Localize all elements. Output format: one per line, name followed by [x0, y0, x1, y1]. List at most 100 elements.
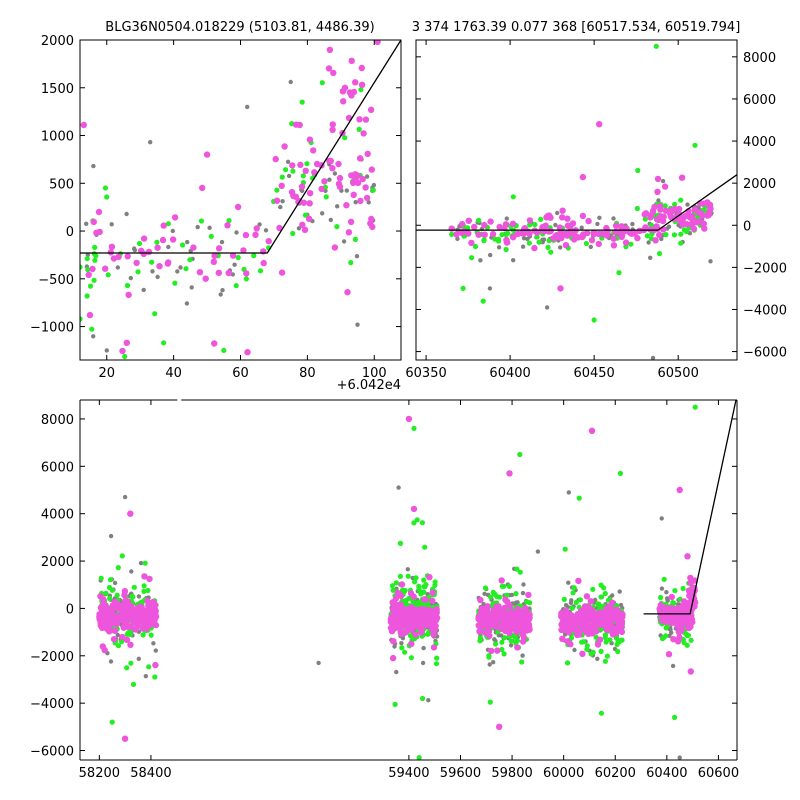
data-point	[538, 216, 544, 222]
y-tick-label: 4000	[743, 135, 776, 150]
data-point	[85, 271, 92, 278]
data-point	[165, 221, 171, 227]
data-point	[678, 197, 684, 203]
data-point	[501, 651, 507, 657]
model-line	[80, 40, 401, 254]
data-point	[579, 609, 586, 616]
data-point	[362, 116, 370, 123]
data-point	[598, 582, 604, 588]
data-point	[468, 239, 475, 247]
data-point	[591, 317, 597, 323]
data-point	[104, 348, 110, 353]
data-point	[519, 638, 527, 645]
y-tick-label: 6000	[743, 93, 776, 108]
data-point	[479, 619, 486, 626]
y-tick-label: 1000	[41, 130, 74, 145]
data-point	[399, 641, 404, 646]
data-point	[128, 603, 135, 610]
data-point	[329, 126, 336, 133]
axes-frame	[415, 39, 738, 361]
data-point	[594, 641, 602, 648]
data-point	[302, 167, 309, 174]
data-point	[100, 596, 107, 603]
data-point	[493, 641, 499, 647]
data-point	[544, 212, 552, 219]
data-point	[582, 620, 589, 627]
data-point	[257, 222, 262, 227]
data-point	[109, 719, 115, 725]
data-point	[602, 590, 608, 597]
data-point	[605, 622, 612, 629]
plot-area	[96, 400, 737, 760]
data-point	[109, 617, 116, 625]
data-point	[486, 654, 492, 660]
data-point	[229, 252, 237, 259]
data-point	[583, 229, 591, 237]
data-point	[278, 204, 283, 210]
y-tick-label: −2000	[743, 261, 787, 276]
data-point	[602, 634, 608, 641]
data-point	[410, 505, 418, 513]
data-point	[649, 208, 657, 215]
y-tick-label: 1500	[41, 82, 74, 97]
data-point	[125, 291, 132, 299]
data-point	[559, 214, 566, 221]
data-point	[449, 231, 455, 237]
data-point	[421, 584, 427, 590]
data-point	[521, 582, 526, 587]
data-point	[354, 172, 361, 179]
data-point	[668, 593, 675, 601]
data-point	[104, 194, 110, 200]
data-point	[692, 404, 698, 410]
data-point	[370, 187, 376, 193]
data-point	[107, 595, 113, 602]
data-point	[584, 646, 590, 652]
data-point	[566, 490, 571, 495]
data-point	[685, 615, 693, 623]
data-point	[591, 230, 598, 237]
data-point	[348, 260, 354, 266]
x-tick-label: 60350	[405, 366, 446, 381]
data-point	[107, 606, 114, 613]
data-point	[579, 173, 587, 181]
data-point	[358, 81, 366, 89]
data-point	[564, 660, 571, 666]
data-point	[92, 244, 98, 250]
data-point	[595, 221, 600, 227]
data-point	[109, 222, 114, 227]
data-point	[311, 169, 318, 176]
data-point	[138, 560, 144, 566]
data-point	[564, 215, 571, 222]
data-point	[325, 65, 333, 72]
data-point	[667, 633, 672, 638]
x-tick-label: 60000	[543, 766, 584, 781]
data-point	[659, 516, 664, 521]
data-point	[299, 99, 305, 105]
data-point	[356, 155, 364, 162]
data-point	[124, 665, 130, 671]
data-point	[492, 236, 498, 242]
data-point	[132, 246, 137, 251]
data-point	[371, 182, 377, 188]
data-point	[544, 305, 550, 310]
data-point	[429, 597, 436, 604]
data-point	[240, 247, 247, 254]
data-point	[635, 167, 641, 174]
data-point	[579, 639, 585, 645]
data-point	[286, 173, 292, 179]
y-tick-label: −6000	[743, 346, 787, 361]
data-point	[499, 646, 505, 653]
data-point	[420, 660, 426, 666]
data-point	[127, 629, 133, 635]
data-point	[526, 217, 534, 224]
data-point	[91, 251, 97, 257]
data-point	[480, 298, 486, 304]
data-point	[290, 230, 296, 237]
data-point	[420, 695, 426, 702]
series-green	[80, 80, 376, 360]
data-point	[514, 605, 521, 613]
data-point	[335, 180, 343, 188]
data-point	[598, 594, 604, 600]
data-point	[433, 606, 440, 613]
axes-frame	[79, 399, 738, 761]
